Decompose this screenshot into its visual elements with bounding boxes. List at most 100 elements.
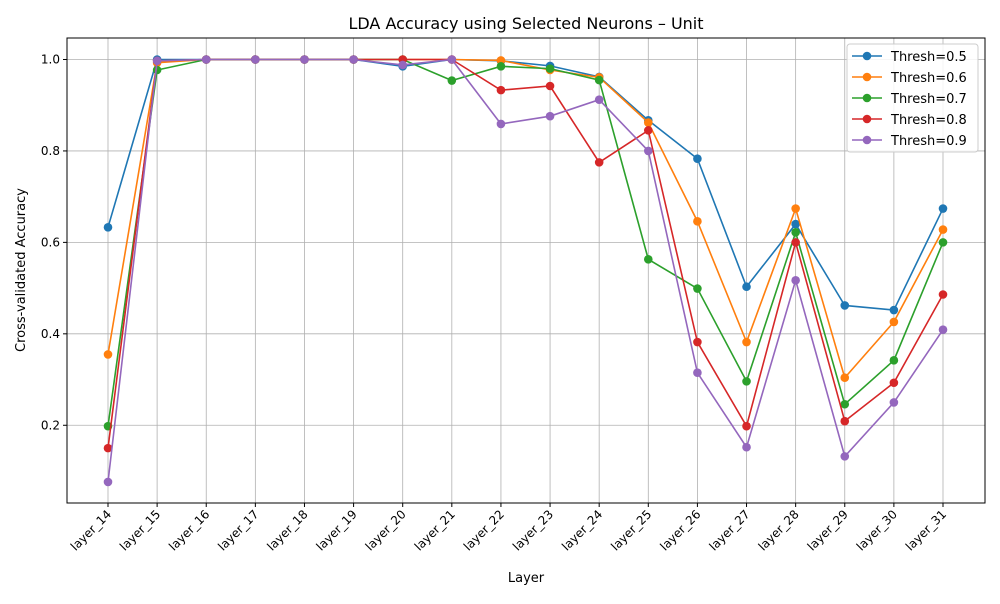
x-tick-label: layer_28 (756, 507, 802, 553)
data-point (643, 254, 653, 264)
series-line (107, 58, 944, 483)
x-tick-label: layer_31 (903, 507, 949, 553)
series-line (107, 58, 944, 380)
legend-label: Thresh=0.5 (890, 50, 967, 65)
data-point (742, 282, 751, 292)
data-point (938, 204, 948, 213)
data-point (594, 75, 604, 85)
data-point (938, 290, 948, 299)
data-point (840, 301, 850, 310)
series-thresh-0-5 (103, 55, 948, 315)
data-point (594, 158, 604, 167)
series-group (103, 55, 948, 487)
series-thresh-0-9 (103, 55, 948, 487)
legend-marker (862, 72, 872, 82)
data-point (889, 317, 899, 327)
x-tick-label: layer_20 (363, 507, 409, 553)
x-tick-label: layer_21 (412, 507, 458, 553)
data-point (693, 217, 702, 226)
data-point (545, 111, 555, 121)
x-tick-label: layer_16 (166, 507, 212, 553)
data-point (496, 62, 506, 71)
data-point (594, 95, 604, 105)
data-point (889, 305, 899, 315)
data-point (889, 356, 899, 365)
data-point (840, 452, 850, 461)
data-point (103, 222, 113, 232)
legend-label: Thresh=0.6 (890, 71, 967, 86)
y-axis: 0.2 0.4 0.6 0.8 1.0 (41, 52, 67, 432)
data-point (938, 325, 948, 335)
x-tick-label: layer_27 (706, 507, 752, 553)
axes-frame (66, 37, 986, 504)
legend-marker (862, 51, 872, 61)
data-point (791, 276, 800, 285)
data-point (643, 146, 653, 156)
data-point (840, 416, 850, 426)
data-point (693, 284, 702, 293)
data-point (349, 55, 358, 64)
data-point (693, 368, 702, 377)
y-tick-label: 0.4 (41, 327, 60, 341)
data-point (742, 337, 751, 347)
x-axis: layer_14 layer_15 layer_16 layer_17 layer_18… (68, 503, 949, 553)
series-line (107, 58, 944, 311)
x-tick-label: layer_17 (215, 507, 261, 553)
legend-marker (862, 93, 872, 103)
data-point (398, 60, 408, 70)
data-point (251, 55, 260, 64)
data-point (742, 421, 751, 431)
data-point (643, 118, 653, 127)
data-point (889, 378, 899, 388)
x-tick-label: layer_15 (117, 507, 163, 553)
x-tick-label: layer_22 (461, 507, 507, 553)
x-tick-label: layer_23 (510, 507, 556, 553)
x-tick-label: layer_19 (313, 507, 359, 553)
legend: Thresh=0.5 Thresh=0.6 Thresh=0.7 Thresh=0.8… (846, 43, 979, 153)
legend-marker (862, 135, 872, 145)
data-point (889, 398, 899, 407)
y-tick-label: 0.6 (41, 235, 60, 249)
data-point (791, 204, 800, 213)
x-tick-label: layer_26 (657, 507, 703, 553)
legend-marker (862, 114, 872, 124)
data-point (152, 56, 162, 66)
x-tick-label: layer_24 (559, 507, 605, 553)
chart-title: LDA Accuracy using Selected Neurons – Un… (348, 14, 703, 33)
data-point (300, 55, 309, 64)
legend-label: Thresh=0.9 (890, 134, 967, 149)
data-point (496, 85, 506, 95)
x-tick-label: layer_29 (805, 507, 851, 553)
series-line (107, 58, 944, 449)
y-axis-label: Cross-validated Accuracy (14, 188, 29, 352)
data-point (840, 399, 850, 409)
y-tick-label: 0.2 (41, 418, 60, 432)
x-tick-label: layer_14 (68, 507, 114, 553)
data-point (201, 55, 211, 64)
data-point (545, 81, 555, 91)
data-point (791, 238, 800, 247)
data-point (103, 477, 113, 487)
data-point (693, 337, 702, 347)
data-point (545, 64, 555, 73)
data-point (791, 228, 800, 237)
x-tick-label: layer_18 (264, 507, 310, 553)
data-point (693, 154, 702, 164)
series-line (107, 58, 944, 427)
data-point (103, 350, 113, 359)
data-point (791, 219, 800, 229)
x-tick-label: layer_30 (854, 507, 900, 553)
series-thresh-0-8 (103, 55, 948, 453)
legend-box (846, 43, 979, 153)
data-point (840, 373, 850, 383)
x-axis-label: Layer (508, 571, 545, 586)
data-point (496, 56, 506, 65)
data-point (103, 443, 113, 453)
y-tick-label: 1.0 (41, 52, 60, 66)
data-point (643, 126, 653, 135)
data-point (742, 377, 751, 386)
data-point (938, 225, 948, 234)
legend-label: Thresh=0.7 (890, 92, 967, 107)
data-point (447, 76, 457, 85)
